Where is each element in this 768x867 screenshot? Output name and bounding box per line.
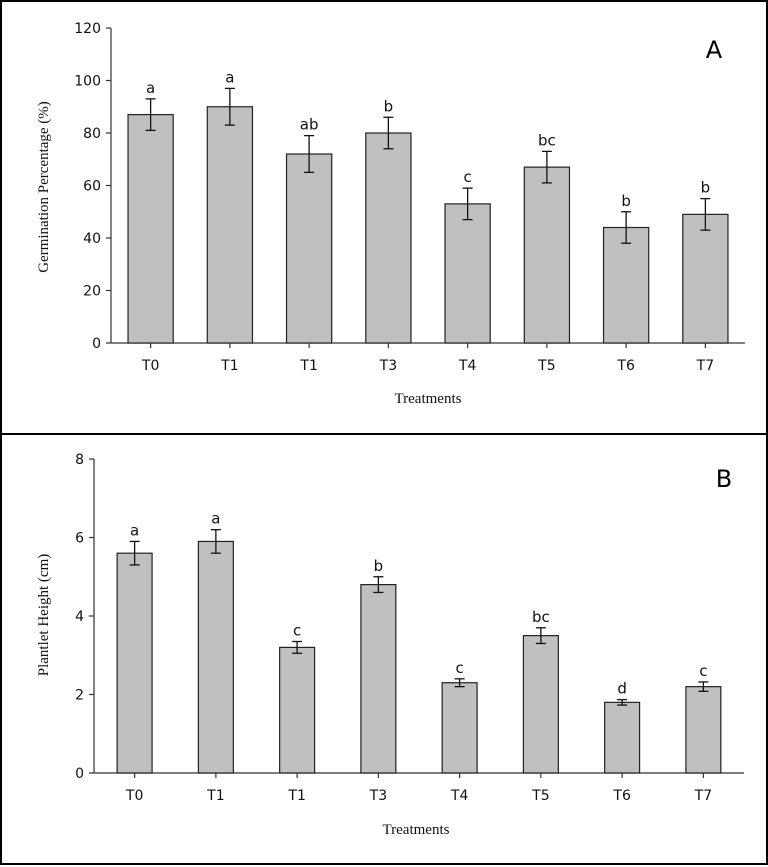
y-tick-label: 20 xyxy=(83,284,101,300)
x-tick-label: T7 xyxy=(694,788,712,804)
x-tick-label: T4 xyxy=(450,788,469,804)
x-tick-label: T1 xyxy=(299,358,317,374)
significance-label: c xyxy=(456,659,464,677)
significance-label: a xyxy=(130,521,139,539)
x-tick-label: T3 xyxy=(369,788,387,804)
significance-label: a xyxy=(225,68,234,86)
y-axis-label: Germination Percentage (%) xyxy=(36,101,52,273)
germination-chart: A Treatments Germination Percentage (%) … xyxy=(36,21,745,407)
y-tick-label: 40 xyxy=(83,231,101,247)
y-tick-label: 120 xyxy=(74,21,101,37)
x-tick-label: T6 xyxy=(612,788,631,804)
bar xyxy=(602,226,650,344)
bar xyxy=(441,682,478,774)
x-tick-label: T7 xyxy=(696,358,714,374)
bar xyxy=(522,635,559,774)
y-axis-label: Plantlet Height (cm) xyxy=(36,554,52,676)
bar xyxy=(523,166,571,344)
y-tick-label: 0 xyxy=(75,766,84,782)
significance-label: c xyxy=(293,622,301,640)
significance-label: c xyxy=(464,168,472,186)
significance-label: b xyxy=(374,557,384,575)
x-tick-label: T5 xyxy=(537,358,555,374)
significance-label: b xyxy=(384,97,394,115)
x-tick-label: T4 xyxy=(458,358,477,374)
plantlet-height-chart: B Treatments Plantlet Height (cm) 0 2 4 6 8 a… xyxy=(36,452,744,838)
x-axis-label: Treatments xyxy=(395,391,462,407)
panel-label: A xyxy=(706,36,723,64)
y-tick-label: 8 xyxy=(75,452,84,468)
x-tick-label: T1 xyxy=(206,788,224,804)
significance-label: ab xyxy=(300,116,319,134)
bar xyxy=(116,552,153,774)
significance-label: a xyxy=(211,510,220,528)
x-axis-label: Treatments xyxy=(383,822,450,838)
significance-label: a xyxy=(146,79,155,97)
bar xyxy=(444,203,491,344)
x-tick-label: T3 xyxy=(379,358,397,374)
y-tick-label: 4 xyxy=(75,609,84,625)
y-tick-label: 60 xyxy=(83,179,101,195)
x-tick-label: T0 xyxy=(141,358,159,374)
panel-a: A Treatments Germination Percentage (%) … xyxy=(2,2,768,433)
y-tick-label: 0 xyxy=(92,336,101,352)
y-tick-label: 100 xyxy=(74,74,101,90)
bar xyxy=(604,701,641,774)
y-tick-label: 6 xyxy=(75,531,84,547)
y-tick-label: 80 xyxy=(83,126,101,142)
significance-label: d xyxy=(617,680,627,698)
x-tick-label: T0 xyxy=(125,788,143,804)
bar xyxy=(279,646,316,774)
significance-label: b xyxy=(701,179,711,197)
panel-b: B Treatments Plantlet Height (cm) 0 2 4 6 8 a… xyxy=(2,433,768,867)
bar xyxy=(682,213,729,344)
bar xyxy=(127,114,174,344)
significance-label: b xyxy=(621,192,631,210)
bar xyxy=(285,153,333,344)
x-tick-label: T5 xyxy=(531,788,549,804)
significance-label: bc xyxy=(532,608,550,626)
x-tick-label: T1 xyxy=(287,788,305,804)
panel-label: B xyxy=(716,465,732,493)
x-tick-label: T1 xyxy=(220,358,238,374)
x-tick-label: T6 xyxy=(616,358,635,374)
bar xyxy=(365,132,412,344)
y-tick-label: 2 xyxy=(75,688,84,704)
significance-label: c xyxy=(699,662,707,680)
bar xyxy=(206,106,254,344)
bar xyxy=(197,540,234,774)
bar xyxy=(360,584,397,774)
bar xyxy=(685,686,722,774)
significance-label: bc xyxy=(538,131,556,149)
